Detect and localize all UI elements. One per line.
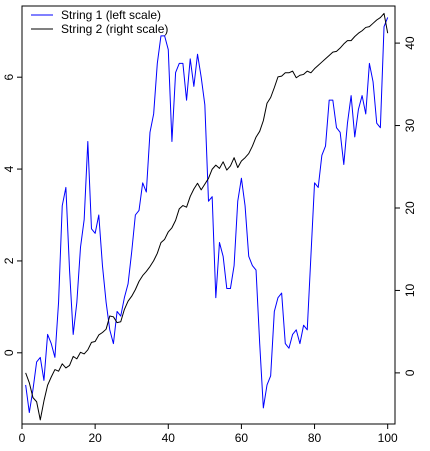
y-right-tick-label: 10: [403, 283, 417, 297]
y-left-tick-label: 4: [2, 165, 16, 172]
y-right-tick-label: 0: [403, 369, 417, 376]
y-right-tick-label: 40: [403, 36, 417, 50]
x-tick-label: 20: [88, 431, 102, 445]
y-right-tick-label: 30: [403, 119, 417, 133]
x-tick-label: 60: [235, 431, 249, 445]
series-line-1: [25, 17, 389, 414]
x-tick-label: 100: [378, 431, 398, 445]
series-line-2: [25, 12, 389, 421]
x-tick-label: 40: [162, 431, 176, 445]
plot-frame: [21, 5, 396, 425]
y-left-tick-label: 0: [2, 349, 16, 356]
y-left-tick-label: 6: [2, 74, 16, 81]
y-left-tick-label: 2: [2, 257, 16, 264]
legend-label-2: String 2 (right scale): [61, 22, 168, 36]
x-tick-label: 80: [308, 431, 322, 445]
y-right-tick-label: 20: [403, 201, 417, 215]
legend-label-1: String 1 (left scale): [61, 8, 161, 22]
x-tick-label: 0: [19, 431, 26, 445]
